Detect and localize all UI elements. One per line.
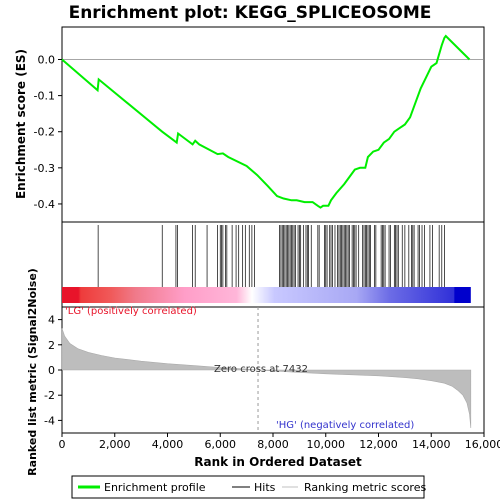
metric-tick-label: 2 — [48, 339, 55, 352]
hg-annotation: 'HG' (negatively correlated) — [276, 420, 414, 431]
es-tick-label: -0.4 — [34, 198, 55, 211]
metric-axis: 4 2 0 -2 -4 — [44, 314, 62, 427]
metric-tick-label: 4 — [48, 314, 55, 327]
x-axis-label: Rank in Ordered Dataset — [194, 455, 362, 469]
legend-hits-label: Hits — [254, 481, 276, 494]
x-tick-label: 16,000 — [465, 438, 500, 451]
rank-colorbar — [62, 287, 471, 303]
es-tick-label: -0.2 — [34, 126, 55, 139]
legend-profile-label: Enrichment profile — [104, 481, 206, 494]
x-tick-label: 2,000 — [99, 438, 131, 451]
hit-marks — [97, 225, 445, 287]
es-axis-label: Enrichment score (ES) — [14, 49, 28, 199]
zero-cross-annotation: Zero cross at 7432 — [214, 364, 308, 375]
x-tick-label: 8,000 — [257, 438, 289, 451]
colorbar-rect — [62, 287, 471, 303]
enrichment-profile-line — [61, 34, 471, 209]
x-tick-label: 4,000 — [152, 438, 184, 451]
metric-tick-label: 0 — [48, 364, 55, 377]
x-tick-label: 12,000 — [359, 438, 398, 451]
metric-tick-label: -4 — [44, 414, 55, 427]
x-axis: 0 2,000 4,000 6,000 8,000 10,000 12,000 14,000 1… — [59, 433, 500, 451]
x-tick-label: 0 — [59, 438, 66, 451]
metric-tick-label: -2 — [44, 389, 55, 402]
es-tick-label: -0.3 — [34, 162, 55, 175]
es-line-group — [61, 34, 471, 209]
x-tick-label: 10,000 — [307, 438, 346, 451]
es-axis: 0.0 -0.1 -0.2 -0.3 -0.4 — [34, 54, 62, 211]
x-tick-label: 14,000 — [412, 438, 451, 451]
metric-axis-label: Ranked list metric (Signal2Noise) — [26, 268, 39, 476]
metric-area-group — [61, 307, 472, 433]
es-tick-label: -0.1 — [34, 90, 55, 103]
legend-metric-label: Ranking metric scores — [304, 481, 426, 494]
chart-title: Enrichment plot: KEGG_SPLICEOSOME — [69, 3, 432, 23]
metric-area — [61, 328, 472, 429]
x-tick-label: 6,000 — [205, 438, 237, 451]
es-tick-label: 0.0 — [38, 54, 56, 67]
lg-annotation: 'LG' (positively correlated) — [65, 306, 197, 317]
